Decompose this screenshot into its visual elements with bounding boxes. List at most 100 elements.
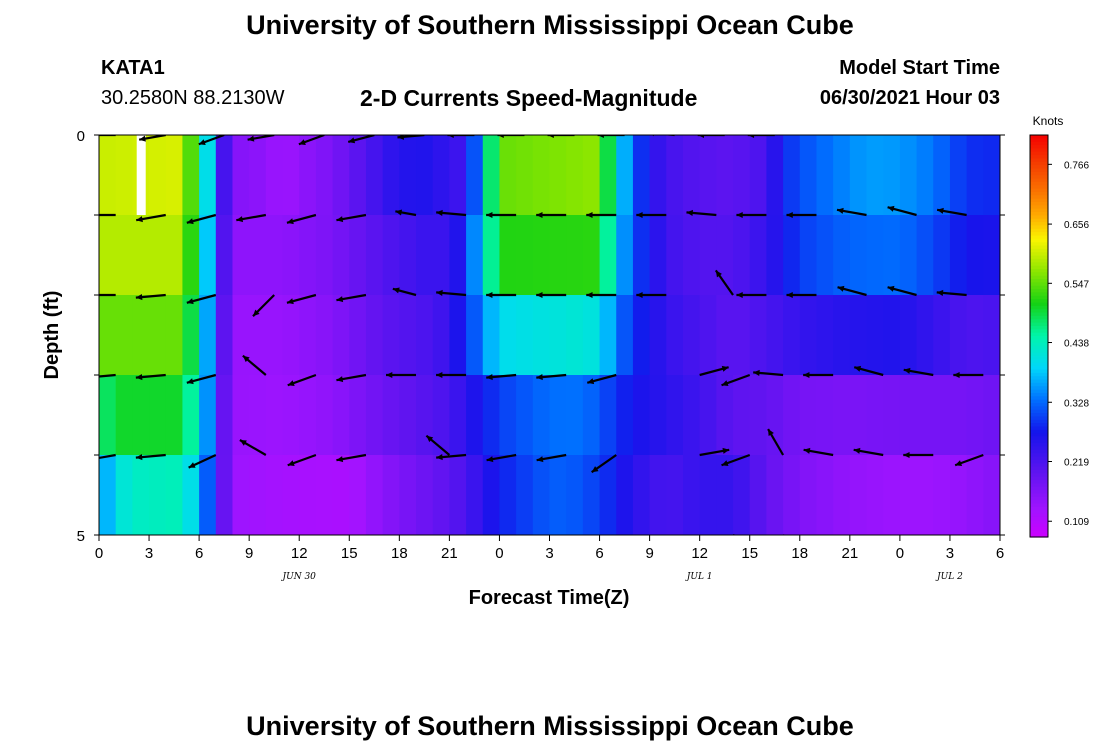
colorbar-step	[1030, 466, 1048, 471]
vector-arrowhead	[135, 294, 143, 301]
colorbar-step	[1030, 346, 1048, 350]
heat-cell	[132, 215, 150, 296]
heat-cell	[933, 455, 951, 535]
heat-cell	[933, 375, 951, 456]
heat-cell	[849, 215, 868, 296]
vector-arrowhead	[586, 291, 593, 299]
heat-cell	[99, 295, 117, 376]
heat-cell	[449, 215, 467, 296]
heat-cell	[632, 215, 651, 296]
vector-arrowhead	[239, 440, 247, 446]
heat-cell	[766, 375, 784, 456]
colorbar-step	[1030, 238, 1048, 243]
vector-arrowhead	[336, 216, 344, 223]
colorbar-step	[1030, 212, 1048, 216]
date-label: JUN 30	[281, 572, 317, 582]
heat-cell	[482, 215, 501, 296]
heat-cell	[265, 375, 284, 456]
heat-cell	[983, 135, 1000, 216]
vector-arrowhead	[336, 296, 344, 303]
x-tick-label: 6	[595, 545, 603, 562]
colorbar-frame	[1029, 134, 1049, 538]
heat-cell	[983, 215, 1000, 296]
colorbar-step	[1030, 470, 1048, 474]
colorbar-step	[1030, 406, 1048, 411]
vector-arrowhead	[686, 209, 694, 216]
heat-cell	[916, 455, 934, 535]
colorbar-step	[1030, 312, 1048, 317]
colorbar-step	[1030, 459, 1048, 464]
heat-cell	[466, 455, 484, 535]
heat-cell	[249, 375, 267, 456]
heat-cell	[182, 135, 200, 216]
heat-cell	[733, 375, 751, 456]
heat-cell	[949, 135, 968, 216]
heat-cell	[332, 375, 350, 456]
x-tick-label: 6	[195, 545, 203, 562]
heat-cell	[816, 215, 834, 296]
heat-cell	[582, 375, 601, 456]
colorbar-step	[1030, 265, 1048, 270]
colorbar-step	[1030, 413, 1048, 417]
vector-arrowhead	[198, 139, 206, 145]
vector-arrowhead	[887, 205, 895, 212]
colorbar-step	[1030, 349, 1048, 354]
heat-cell	[499, 455, 517, 535]
vector-arrowhead	[597, 135, 604, 139]
heat-cell	[949, 215, 968, 296]
vector-arrowhead	[397, 135, 405, 140]
vector-arrowhead	[136, 216, 143, 223]
vector-arrowhead	[721, 380, 729, 386]
colorbar-step	[1030, 232, 1048, 237]
vector-arrowhead	[386, 371, 393, 379]
heat-cell	[549, 455, 567, 535]
heat-cell	[416, 375, 434, 456]
colorbar-step	[1030, 419, 1048, 424]
heat-cell	[315, 295, 334, 376]
heat-cell	[499, 215, 517, 296]
heat-cell	[716, 295, 734, 376]
vector-arrowhead	[768, 429, 774, 437]
heat-cell	[215, 375, 234, 456]
vector-arrowhead	[86, 374, 93, 380]
heat-cell	[115, 375, 133, 456]
heat-cell	[733, 295, 751, 376]
colorbar-tick-label: 0.766	[1064, 160, 1089, 171]
colorbar-step	[1030, 336, 1048, 340]
heat-cell	[282, 295, 300, 376]
vector-arrowhead	[86, 212, 92, 218]
heat-cell	[733, 455, 751, 535]
heat-cell	[332, 295, 350, 376]
heat-cell	[449, 295, 467, 376]
colorbar-step	[1030, 382, 1048, 387]
heat-cell	[833, 135, 851, 216]
heat-cell	[365, 295, 384, 376]
heat-cell	[699, 295, 717, 376]
heat-cell	[666, 295, 684, 376]
heat-cell	[315, 455, 334, 535]
heat-cell	[766, 455, 784, 535]
heat-cell	[966, 215, 984, 296]
vector-arrowhead	[736, 211, 743, 219]
colorbar-step	[1030, 520, 1048, 525]
colorbar-step	[1030, 526, 1048, 531]
colorbar-step	[1030, 205, 1048, 210]
heat-cell	[766, 135, 784, 216]
y-axis: 05	[77, 128, 1005, 545]
heat-cell	[516, 455, 534, 535]
vector-arrowhead	[286, 298, 294, 305]
vector-arrowhead	[591, 466, 599, 473]
heat-cell	[365, 215, 384, 296]
heat-cell	[749, 215, 768, 296]
vector-arrowhead	[536, 456, 544, 463]
colorbar-step	[1030, 165, 1048, 170]
heat-cell	[165, 135, 184, 216]
heat-cell	[783, 455, 801, 535]
model-start-time: 06/30/2021 Hour 03	[819, 87, 1000, 109]
heat-cell	[599, 295, 617, 376]
heat-cell	[416, 455, 434, 535]
heat-cell	[966, 455, 984, 535]
heat-cell	[482, 375, 501, 456]
x-tick-label: 12	[291, 545, 308, 562]
vector-arrowhead	[536, 211, 543, 219]
